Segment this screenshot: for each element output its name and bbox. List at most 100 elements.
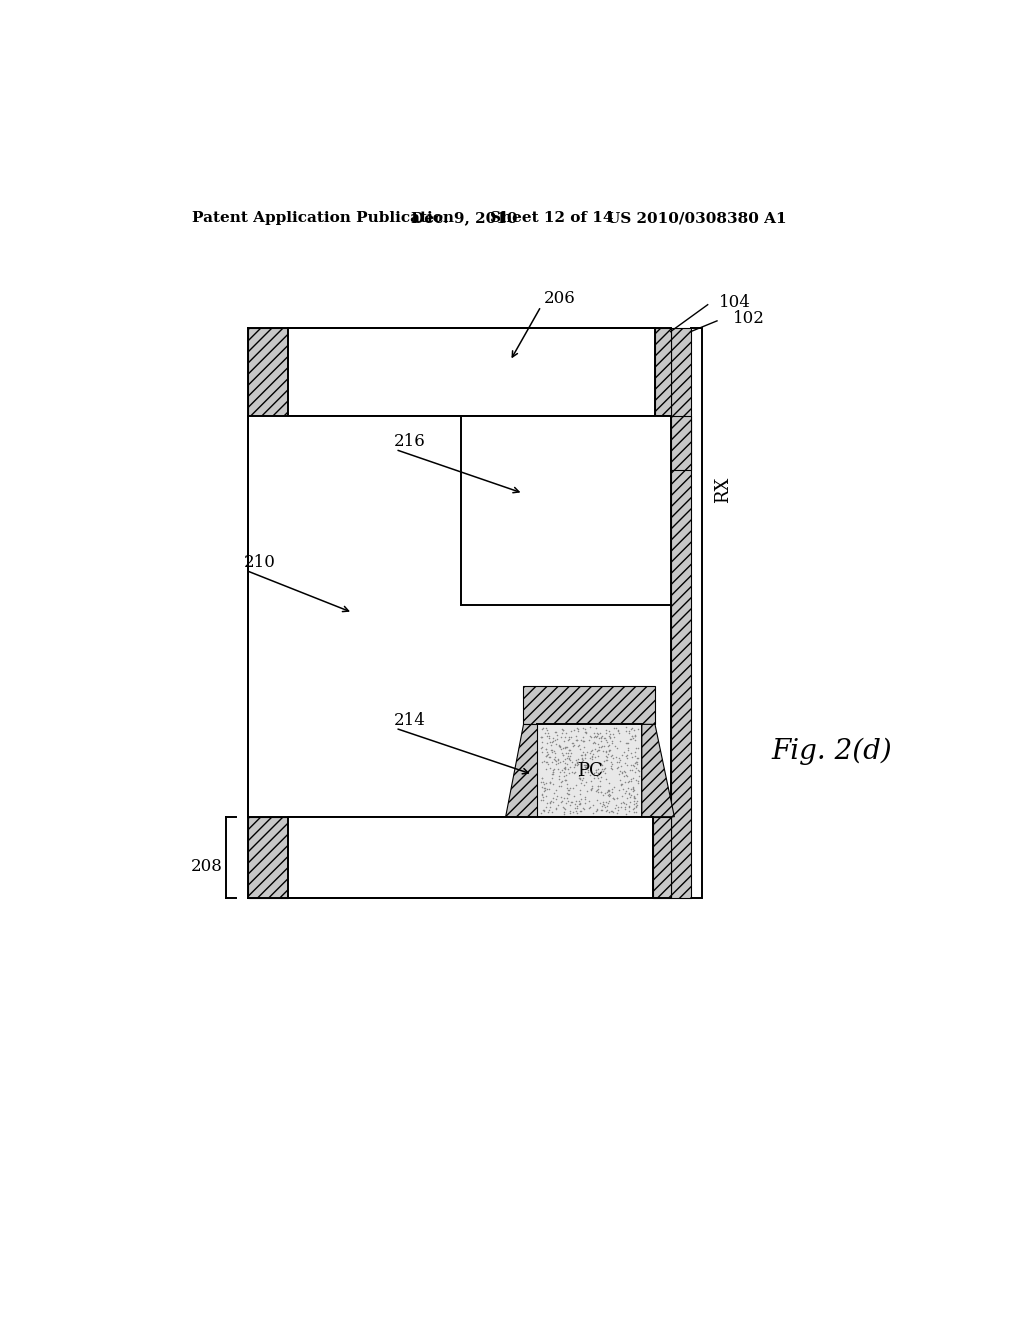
Point bbox=[600, 780, 616, 801]
Point bbox=[594, 796, 610, 817]
Point bbox=[599, 795, 615, 816]
Point bbox=[595, 741, 611, 762]
Point bbox=[617, 762, 634, 783]
Point bbox=[541, 727, 557, 748]
Point bbox=[555, 760, 571, 781]
Point bbox=[624, 726, 640, 747]
Point bbox=[573, 751, 590, 772]
Point bbox=[564, 762, 581, 783]
Point bbox=[617, 752, 634, 774]
Point bbox=[573, 800, 590, 821]
Point bbox=[610, 722, 627, 743]
Point bbox=[568, 803, 585, 824]
Point bbox=[558, 722, 574, 743]
Point bbox=[622, 759, 638, 780]
Point bbox=[626, 801, 642, 822]
Point bbox=[558, 764, 574, 785]
Point bbox=[551, 735, 567, 756]
Point bbox=[574, 750, 591, 771]
Point bbox=[535, 717, 551, 738]
Point bbox=[608, 738, 625, 759]
Point bbox=[624, 759, 640, 780]
Point bbox=[626, 785, 642, 807]
Point bbox=[584, 777, 600, 799]
Point bbox=[592, 770, 608, 791]
Point bbox=[566, 754, 583, 775]
Point bbox=[591, 737, 607, 758]
Point bbox=[590, 781, 606, 803]
Point bbox=[559, 754, 575, 775]
Point bbox=[599, 781, 615, 803]
Point bbox=[562, 795, 579, 816]
Text: Fig. 2(d): Fig. 2(d) bbox=[771, 738, 892, 766]
Point bbox=[602, 746, 618, 767]
Point bbox=[613, 762, 630, 783]
Point bbox=[547, 722, 563, 743]
Point bbox=[580, 759, 596, 780]
Point bbox=[598, 719, 614, 741]
Point bbox=[593, 760, 609, 781]
Point bbox=[610, 719, 627, 741]
Point bbox=[589, 726, 605, 747]
Point bbox=[550, 795, 566, 816]
Point bbox=[561, 726, 578, 747]
Point bbox=[553, 738, 569, 759]
Point bbox=[565, 719, 582, 741]
Point bbox=[592, 792, 608, 813]
Point bbox=[558, 792, 574, 813]
Point bbox=[599, 747, 615, 768]
Point bbox=[537, 777, 553, 799]
Point bbox=[592, 723, 608, 744]
Point bbox=[604, 800, 621, 821]
Point bbox=[601, 784, 617, 805]
Point bbox=[615, 760, 632, 781]
Point bbox=[583, 726, 599, 747]
Point bbox=[582, 797, 598, 818]
Point bbox=[584, 748, 600, 770]
Point bbox=[561, 748, 578, 770]
Point bbox=[545, 762, 561, 783]
Point bbox=[609, 787, 626, 808]
Point bbox=[588, 717, 604, 738]
Point bbox=[568, 725, 585, 746]
Bar bbox=[690, 327, 701, 898]
Point bbox=[623, 743, 639, 764]
Point bbox=[626, 788, 642, 809]
Point bbox=[556, 766, 572, 787]
Point bbox=[625, 780, 641, 801]
Point bbox=[571, 793, 588, 814]
Point bbox=[577, 756, 593, 777]
Point bbox=[535, 718, 551, 739]
Point bbox=[606, 797, 623, 818]
Point bbox=[532, 771, 549, 792]
Point bbox=[557, 770, 573, 791]
Point bbox=[598, 746, 614, 767]
Point bbox=[617, 771, 634, 792]
Point bbox=[581, 797, 597, 818]
Point bbox=[563, 721, 580, 742]
Point bbox=[562, 746, 579, 767]
Point bbox=[601, 726, 617, 747]
Point bbox=[557, 737, 573, 758]
Bar bbox=[289, 817, 653, 898]
Point bbox=[538, 751, 554, 772]
Text: PC: PC bbox=[577, 762, 602, 780]
Point bbox=[540, 801, 556, 822]
Point bbox=[548, 734, 564, 755]
Point bbox=[536, 799, 552, 820]
Point bbox=[586, 768, 602, 789]
Point bbox=[558, 770, 574, 791]
Point bbox=[598, 768, 614, 789]
Point bbox=[623, 784, 639, 805]
Point bbox=[543, 734, 559, 755]
Point bbox=[626, 787, 642, 808]
Point bbox=[577, 718, 593, 739]
Point bbox=[607, 717, 624, 738]
Point bbox=[628, 796, 644, 817]
Point bbox=[573, 762, 590, 783]
Point bbox=[627, 726, 643, 747]
Bar bbox=[461, 416, 671, 605]
Point bbox=[616, 796, 633, 817]
Point bbox=[601, 739, 617, 760]
Point bbox=[548, 722, 564, 743]
